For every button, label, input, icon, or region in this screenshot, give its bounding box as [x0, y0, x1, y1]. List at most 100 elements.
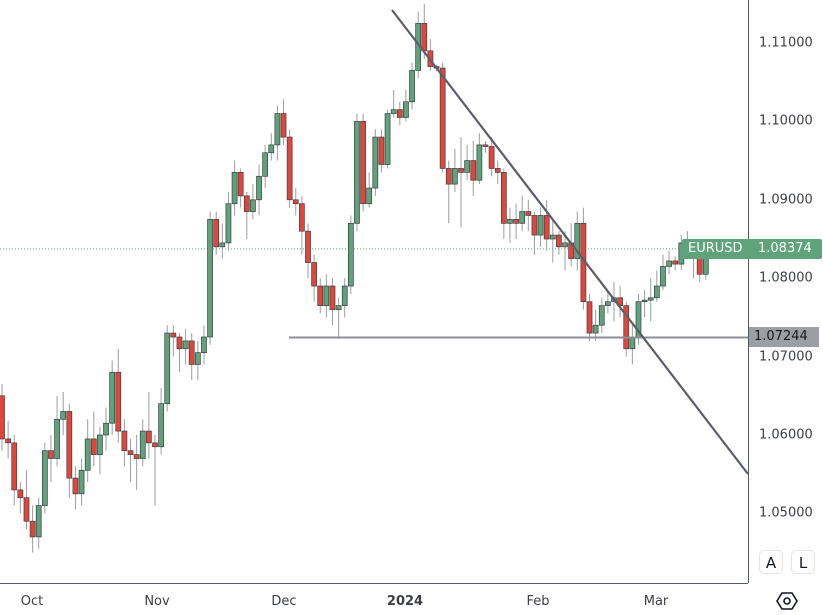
price-tick-label: 1.11000	[759, 35, 813, 51]
time-tick-label: 2024	[386, 594, 424, 609]
downtrend-line	[391, 9, 748, 475]
candle-body	[660, 266, 666, 287]
price-chart-plot[interactable]	[0, 0, 748, 583]
level-price-tag: 1.07244	[749, 327, 819, 348]
price-tick-label: 1.10000	[759, 113, 813, 129]
candle-body	[146, 430, 152, 444]
candle-body	[299, 203, 305, 232]
candle-body	[409, 70, 415, 103]
price-axis[interactable]: 1.11000 1.10000 1.09000 1.08000 1.07000 1.060…	[748, 0, 823, 583]
candle-body	[323, 285, 330, 306]
candle-body	[513, 219, 519, 224]
candle-body	[494, 168, 501, 173]
candle-body	[274, 113, 281, 146]
candle-body	[372, 136, 379, 189]
candle-body	[0, 395, 5, 440]
candle-body	[103, 422, 109, 436]
candle-body	[482, 144, 489, 147]
candle-body	[396, 109, 403, 118]
candle-body	[629, 336, 636, 350]
hexagon-gear-icon[interactable]	[776, 591, 798, 611]
candle-body	[543, 215, 550, 240]
candle-body	[72, 477, 79, 495]
candle-body	[115, 371, 122, 432]
candle-body	[182, 340, 189, 350]
candle-body	[525, 211, 532, 216]
candle-body	[586, 301, 593, 334]
candle-body	[219, 242, 226, 248]
candle-body	[311, 262, 317, 287]
candle-body	[127, 450, 134, 455]
candle-body	[243, 195, 250, 212]
candle-body	[97, 434, 103, 455]
candle-body	[672, 260, 679, 265]
candle-body	[329, 285, 336, 310]
candle-body	[23, 497, 30, 522]
time-tick-label: Nov	[144, 594, 170, 609]
candle-body	[305, 230, 311, 263]
candle-body	[194, 352, 201, 365]
candle-body	[164, 332, 171, 404]
log-scale-button[interactable]: L	[791, 550, 815, 574]
candle-body	[35, 505, 42, 538]
candle-body	[500, 172, 507, 224]
candle-body	[458, 168, 464, 173]
candle-body	[188, 340, 195, 365]
candle-body	[592, 324, 599, 334]
candle-body	[378, 136, 385, 165]
candle-body	[133, 454, 140, 459]
candle-body	[464, 160, 470, 173]
candle-body	[292, 199, 299, 205]
candle-body	[384, 113, 391, 165]
candle-body	[54, 418, 60, 459]
candle-body	[176, 336, 183, 350]
candle-body	[470, 160, 477, 181]
candle-body	[121, 430, 128, 452]
candle-body	[66, 411, 73, 479]
candle-body	[262, 152, 269, 177]
time-tick-label: Feb	[526, 594, 550, 609]
candle-body	[403, 101, 409, 118]
candle-body	[598, 305, 605, 326]
candle-body	[439, 67, 446, 169]
candle-body	[647, 297, 654, 301]
candle-body	[421, 23, 428, 52]
candle-body	[360, 121, 366, 205]
candle-body	[207, 219, 213, 338]
candle-body	[280, 113, 287, 138]
candle-body	[231, 172, 238, 205]
candle-body	[60, 411, 67, 420]
time-axis[interactable]: Oct Nov Dec 2024 Feb Mar	[0, 583, 748, 615]
candle-body	[317, 285, 324, 306]
candle-body	[5, 438, 11, 444]
candle-body	[574, 222, 581, 259]
candle-body	[476, 144, 483, 181]
candle-body	[452, 168, 458, 185]
candle-body	[354, 121, 360, 224]
time-tick-label: Mar	[643, 594, 669, 609]
candle-body	[250, 199, 256, 212]
candle-body	[213, 219, 220, 248]
price-tick-label: 1.07000	[759, 349, 813, 365]
time-tick-label: Dec	[271, 594, 297, 609]
candle-body	[90, 438, 97, 455]
candle-body	[666, 260, 672, 267]
candle-body	[641, 299, 648, 303]
candle-body	[445, 168, 452, 185]
candle-body	[268, 144, 275, 154]
candle-body	[84, 438, 91, 471]
auto-scale-button[interactable]: A	[759, 550, 783, 574]
candle-body	[519, 211, 526, 224]
candle-body	[11, 442, 18, 491]
candle-body	[256, 175, 262, 201]
candle-body	[531, 215, 538, 236]
candle-body	[225, 203, 232, 244]
candle-body	[390, 109, 397, 114]
candle-body	[605, 301, 611, 306]
candle-body	[556, 234, 562, 248]
candle-body	[286, 136, 293, 201]
candle-body	[653, 285, 660, 299]
candle-body	[623, 305, 630, 350]
price-tick-label: 1.05000	[759, 505, 813, 521]
symbol-label: EURUSD	[688, 240, 743, 256]
